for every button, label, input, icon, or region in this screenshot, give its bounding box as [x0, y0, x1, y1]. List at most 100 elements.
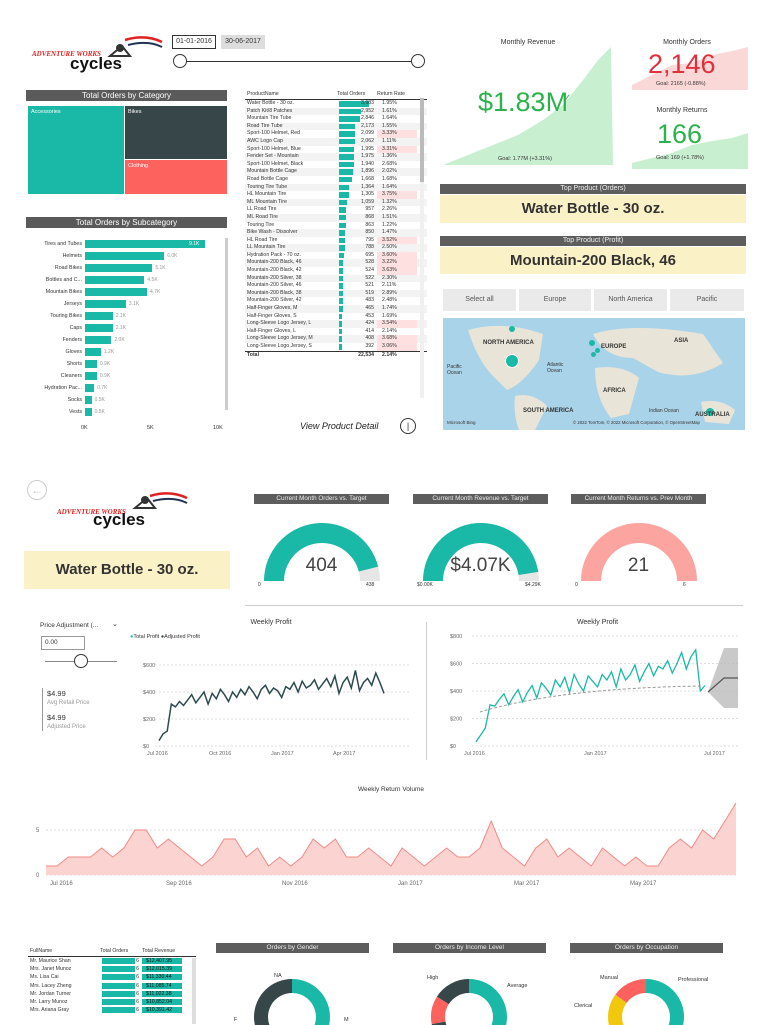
world-map[interactable]: NORTH AMERICA EUROPE ASIA AFRICA SOUTH A… — [443, 318, 745, 430]
subcategory-bar[interactable] — [85, 372, 97, 380]
total-profit-line[interactable] — [475, 648, 706, 743]
table-row[interactable]: Sport-100 Helmet, Red 2,099 3.33% — [245, 130, 427, 138]
table-row[interactable]: Mountain-200 Black, 42 524 3.63% — [245, 267, 427, 275]
subcategory-bar[interactable] — [85, 300, 126, 308]
table-row[interactable]: Mr. Larry Munoz 6 $10,852.04 — [28, 998, 196, 1006]
gauge-fill[interactable] — [264, 523, 379, 581]
region-select-all[interactable]: Select all — [443, 289, 516, 311]
subcategory-bar[interactable] — [85, 312, 113, 320]
donut-slice[interactable] — [469, 979, 507, 1025]
subcategory-bar[interactable] — [85, 408, 92, 416]
table-row[interactable]: Road Bottle Cage 1,668 1.68% — [245, 176, 427, 184]
table-row[interactable]: AWC Logo Cap 2,062 1.11% — [245, 137, 427, 146]
table-row[interactable]: Bike Wash - Dissolver 850 1.47% — [245, 229, 427, 237]
table-row[interactable]: Ms. Lisa Cai 6 $11,330.44 — [28, 973, 196, 981]
map-bubble-canada[interactable] — [509, 326, 515, 332]
donut-slice[interactable] — [431, 996, 449, 1025]
chevron-down-icon[interactable]: ⌄ — [112, 621, 118, 628]
table-row[interactable]: Mr. Maurice Shan 6 $12,407.95 — [28, 957, 196, 965]
region-north-america[interactable]: North America — [594, 289, 667, 311]
table-row[interactable]: Sport-100 Helmet, Black 1,940 2.68% — [245, 161, 427, 169]
treemap-tile-accessories[interactable]: Accessories — [28, 106, 124, 194]
table-row[interactable]: Water Bottle - 30 oz. 3,983 1.95% — [245, 100, 427, 108]
map-bubble-europe-2[interactable] — [595, 348, 600, 353]
map-bubble-europe-1[interactable] — [589, 340, 595, 346]
table-row[interactable]: Mrs. Janet Munoz 6 $12,015.39 — [28, 965, 196, 973]
table-row[interactable]: Long-Sleeve Logo Jersey, S 392 3.06% — [245, 343, 427, 351]
treemap-tile-clothing[interactable]: Clothing — [125, 160, 227, 194]
subcategory-bar[interactable] — [85, 336, 112, 344]
subcategory-bar[interactable] — [85, 252, 165, 260]
table-row[interactable]: Patch Kit/8 Patches 2,952 1.61% — [245, 107, 427, 116]
table-row[interactable]: Touring Tire 863 1.22% — [245, 222, 427, 230]
table-row[interactable]: LL Mountain Tire 788 2.50% — [245, 244, 427, 252]
table-row[interactable]: Mountain-200 Black, 46 528 3.22% — [245, 259, 427, 268]
col-product[interactable]: ProductName — [247, 91, 279, 97]
subcategory-bar[interactable] — [85, 348, 101, 356]
table-row[interactable]: Hydration Pack - 70 oz. 695 3.60% — [245, 251, 427, 260]
returns-line[interactable] — [46, 802, 737, 867]
gauge-fill[interactable] — [423, 523, 539, 581]
col-revenue[interactable]: Total Revenue — [142, 948, 176, 954]
col-return[interactable]: Return Rate — [377, 91, 405, 97]
table-row[interactable]: Mountain Tire Tube 2,846 1.64% — [245, 115, 427, 123]
subcategory-scrollbar[interactable] — [225, 238, 228, 410]
table-row[interactable]: Mountain-200 Silver, 46 521 2.11% — [245, 282, 427, 290]
table-row[interactable]: ML Road Tire 868 1.51% — [245, 213, 427, 222]
date-start-input[interactable]: 01-01-2016 — [172, 35, 216, 49]
subcategory-bar[interactable] — [85, 276, 145, 284]
donut-slice[interactable] — [615, 979, 646, 1003]
table-row[interactable]: Half-Finger Gloves, M 465 1.74% — [245, 305, 427, 313]
table-row[interactable]: HL Mountain Tire 1,305 3.75% — [245, 191, 427, 199]
col-fullname[interactable]: FullName — [30, 948, 53, 954]
table-row[interactable]: Touring Tire Tube 1,364 1.64% — [245, 183, 427, 192]
table-row[interactable]: Road Tire Tube 2,173 1.55% — [245, 122, 427, 131]
date-slider-end-handle[interactable] — [411, 54, 425, 68]
customer-table-scrollbar[interactable] — [192, 958, 196, 1024]
region-europe[interactable]: Europe — [519, 289, 591, 311]
subcategory-bar[interactable] — [85, 360, 97, 368]
table-row[interactable]: Mountain Bottle Cage 1,896 2.02% — [245, 168, 427, 176]
view-product-detail-link[interactable]: View Product Detail — [300, 421, 379, 431]
donut-slice[interactable] — [436, 979, 469, 1005]
table-row[interactable]: Sport-100 Helmet, Blue 1,995 3.31% — [245, 145, 427, 154]
donut-slice[interactable] — [608, 994, 627, 1025]
adjusted-profit-line[interactable] — [158, 670, 385, 741]
price-adj-title[interactable]: Price Adjustment (... — [40, 622, 99, 629]
table-row[interactable]: Mrs. Ariana Gray 6 $10,391.42 — [28, 1006, 196, 1014]
gauge-fill[interactable] — [581, 523, 697, 581]
table-row[interactable]: Fender Set - Mountain 1,975 1.36% — [245, 153, 427, 161]
map-bubble-australia[interactable] — [706, 408, 714, 416]
donut-slice[interactable] — [292, 979, 331, 1025]
table-row[interactable]: Half-Finger Gloves, S 453 1.69% — [245, 313, 427, 321]
table-row[interactable]: Mountain-200 Silver, 42 483 2.48% — [245, 297, 427, 305]
donut-slice[interactable] — [254, 979, 292, 1025]
table-row[interactable]: Mountain-200 Silver, 38 522 2.30% — [245, 274, 427, 283]
price-adj-slider-handle[interactable] — [74, 654, 88, 668]
treemap-tile-bikes[interactable]: Bikes — [125, 106, 227, 159]
subcategory-bar[interactable] — [85, 396, 92, 404]
table-row[interactable]: ML Mountain Tire 1,059 1.32% — [245, 198, 427, 207]
subcategory-bar[interactable] — [85, 264, 153, 272]
map-bubble-north-america[interactable] — [505, 354, 519, 368]
table-row[interactable]: Half-Finger Gloves, L 414 2.14% — [245, 328, 427, 336]
donut-slice[interactable] — [646, 979, 684, 1025]
col-orders[interactable]: Total Orders — [337, 91, 366, 97]
subcategory-bar[interactable] — [85, 324, 113, 332]
col-orders[interactable]: Total Orders — [100, 948, 129, 954]
info-icon[interactable]: | — [400, 418, 416, 434]
region-pacific[interactable]: Pacific — [670, 289, 744, 311]
date-end-input[interactable]: 30-06-2017 — [221, 35, 265, 49]
table-row[interactable]: HL Road Tire 795 3.52% — [245, 236, 427, 245]
subcategory-bar[interactable] — [85, 240, 206, 248]
subcategory-bar[interactable] — [85, 384, 95, 392]
table-row[interactable]: Long-Sleeve Logo Jersey, M 408 3.68% — [245, 335, 427, 343]
price-adj-input[interactable]: 0.00 — [41, 636, 85, 650]
table-row[interactable]: Long-Sleeve Logo Jersey, L 424 3.54% — [245, 320, 427, 328]
table-row[interactable]: Mr. Jordan Turner 6 $11,022.38 — [28, 990, 196, 998]
table-row[interactable]: Mountain-200 Black, 38 519 2.89% — [245, 289, 427, 298]
table-row[interactable]: Mrs. Lacey Zheng 6 $11,085.74 — [28, 982, 196, 990]
date-slider-start-handle[interactable] — [173, 54, 187, 68]
back-arrow-icon[interactable]: ← — [27, 480, 47, 500]
map-bubble-europe-3[interactable] — [591, 352, 596, 357]
